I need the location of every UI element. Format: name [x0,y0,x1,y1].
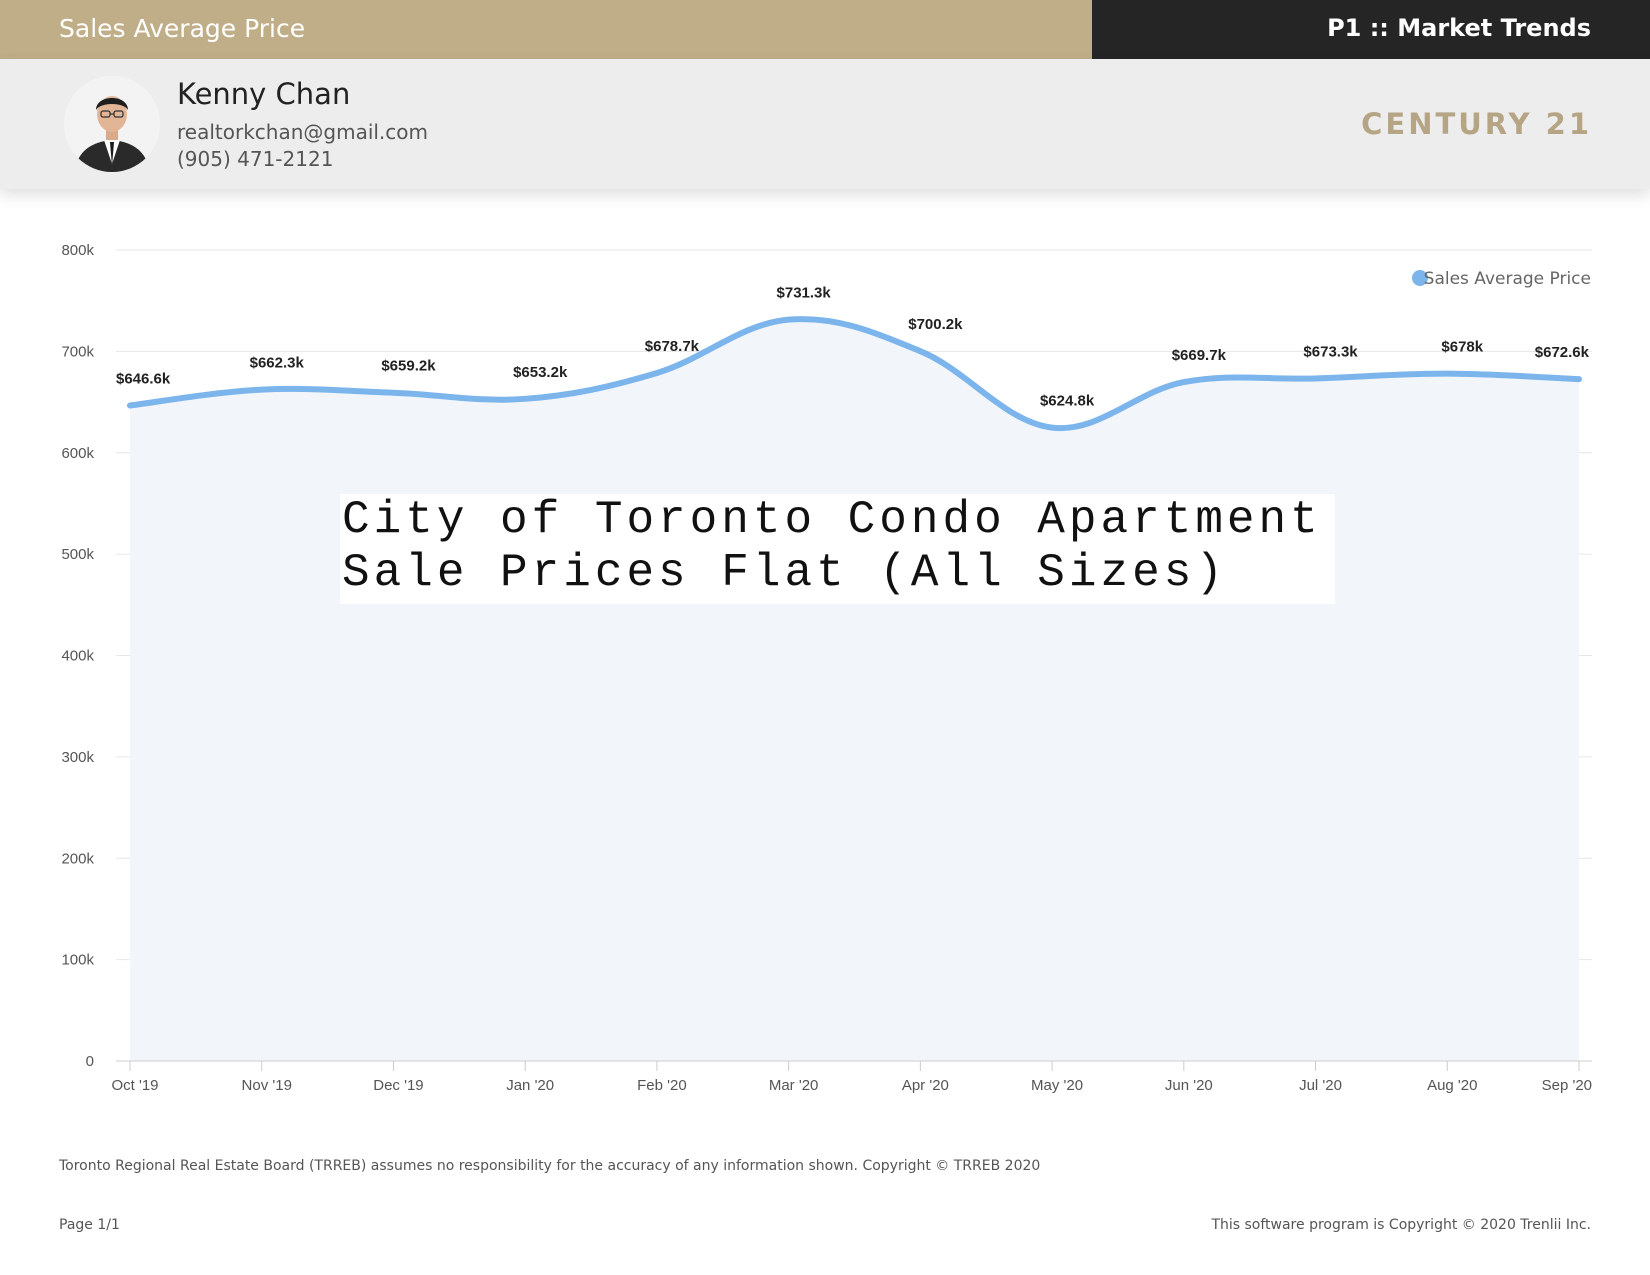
data-label: $659.2k [381,358,436,375]
top-bar: Sales Average Price P1 :: Market Trends [0,0,1650,59]
chart-overlay-caption: City of Toronto Condo Apartment Sale Pri… [340,494,1335,604]
data-label: $673.3k [1303,343,1358,360]
y-tick-label: 800k [61,242,94,259]
y-tick-label: 700k [61,343,94,360]
page-number: Page 1/1 [59,1217,120,1233]
legend-label[interactable]: Sales Average Price [1424,269,1591,289]
x-tick-label: Feb '20 [637,1077,687,1094]
x-tick-label: Jun '20 [1165,1077,1213,1094]
x-tick-label: Dec '19 [373,1077,423,1094]
agent-email[interactable]: realtorkchan@gmail.com [177,120,429,144]
y-tick-label: 300k [61,749,94,766]
footer-disclaimer: Toronto Regional Real Estate Board (TRRE… [59,1158,1041,1174]
sales-average-price-chart: 0 100k 200k 300k 400k 500k 600k 700k 800k Oct '19… [61,242,1592,1094]
x-tick-label: Oct '19 [111,1077,158,1094]
data-label: $678.7k [645,338,700,355]
y-tick-label: 200k [61,850,94,867]
software-copyright: This software program is Copyright © 202… [1211,1217,1591,1233]
data-label: $672.6k [1535,344,1590,361]
chart-area-layer [127,316,1582,1061]
agent-photo-icon [64,76,160,172]
data-label: $624.8k [1040,393,1095,410]
report-title: P1 :: Market Trends [1327,14,1591,42]
data-label: $700.2k [908,316,963,333]
report-title-bar: P1 :: Market Trends [1092,0,1650,59]
section-title: Sales Average Price [59,14,306,43]
y-tick-label: 0 [86,1053,94,1070]
data-label: $678k [1441,339,1483,356]
x-tick-label: Aug '20 [1427,1077,1477,1094]
data-label: $731.3k [777,285,832,302]
x-tick-label: Jul '20 [1299,1077,1342,1094]
data-label: $669.7k [1172,347,1227,364]
series-area-fill [130,319,1579,1061]
agent-avatar [64,76,160,172]
agent-info-bar: Kenny Chan realtorkchan@gmail.com (905) … [0,59,1650,189]
chart-legend[interactable]: Sales Average Price [1412,269,1591,289]
agent-name: Kenny Chan [177,77,351,111]
series-line[interactable] [127,316,1582,432]
y-tick-label: 100k [61,952,94,969]
brand-logo: CENTURY 21 [1361,107,1592,141]
x-tick-label: Sep '20 [1542,1077,1592,1094]
y-tick-label: 500k [61,546,94,563]
section-title-bar: Sales Average Price [0,0,1092,59]
x-tick-label: Apr '20 [902,1077,949,1094]
chart-axes: 0 100k 200k 300k 400k 500k 600k 700k 800k Oct '19… [61,242,1592,1094]
y-tick-label: 600k [61,445,94,462]
overlay-caption-text: City of Toronto Condo Apartment Sale Pri… [342,494,1322,599]
x-tick-label: Nov '19 [242,1077,292,1094]
data-label: $646.6k [116,371,171,388]
chart-data-labels: $646.6k $662.3k $659.2k $653.2k $678.7k $731.… [116,285,1590,410]
x-tick-label: Jan '20 [506,1077,554,1094]
x-tick-label: Mar '20 [769,1077,819,1094]
legend-marker-icon[interactable] [1412,270,1428,286]
data-label: $653.2k [513,364,568,381]
y-tick-label: 400k [61,648,94,665]
agent-phone[interactable]: (905) 471-2121 [177,147,334,171]
x-tick-label: May '20 [1031,1077,1083,1094]
data-label: $662.3k [250,355,305,372]
